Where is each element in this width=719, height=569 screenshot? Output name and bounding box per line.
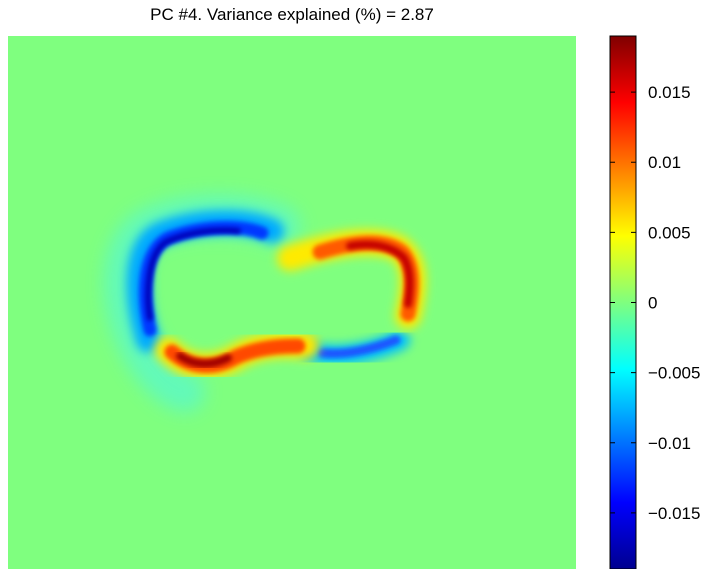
colorbar-tick-label: 0.015 bbox=[648, 83, 691, 102]
colorbar-tick-label: 0.005 bbox=[648, 223, 691, 242]
heatmap-background bbox=[8, 36, 576, 569]
colorbar-tick-label: 0.01 bbox=[648, 153, 681, 172]
positive-region-upper-right bbox=[277, 229, 426, 329]
colorbar: 0.015 0.01 0.005 0 −0.005 −0.01 −0.015 bbox=[609, 35, 700, 569]
colorbar-tick-label: −0.005 bbox=[648, 364, 700, 383]
colorbar-tick-label: −0.015 bbox=[648, 504, 700, 523]
negative-region-upper-left bbox=[126, 210, 284, 352]
colorbar-tick-label: 0 bbox=[648, 294, 657, 313]
chart-title: PC #4. Variance explained (%) = 2.87 bbox=[150, 5, 434, 24]
colorbar-ticks: 0.015 0.01 0.005 0 −0.005 −0.01 −0.015 bbox=[610, 83, 700, 523]
heatmap-field bbox=[104, 195, 426, 412]
colorbar-tick-label: −0.01 bbox=[648, 434, 691, 453]
positive-region-lower-left bbox=[155, 332, 319, 379]
negative-region-lower-right bbox=[302, 330, 410, 365]
heatmap-panel bbox=[8, 36, 576, 569]
